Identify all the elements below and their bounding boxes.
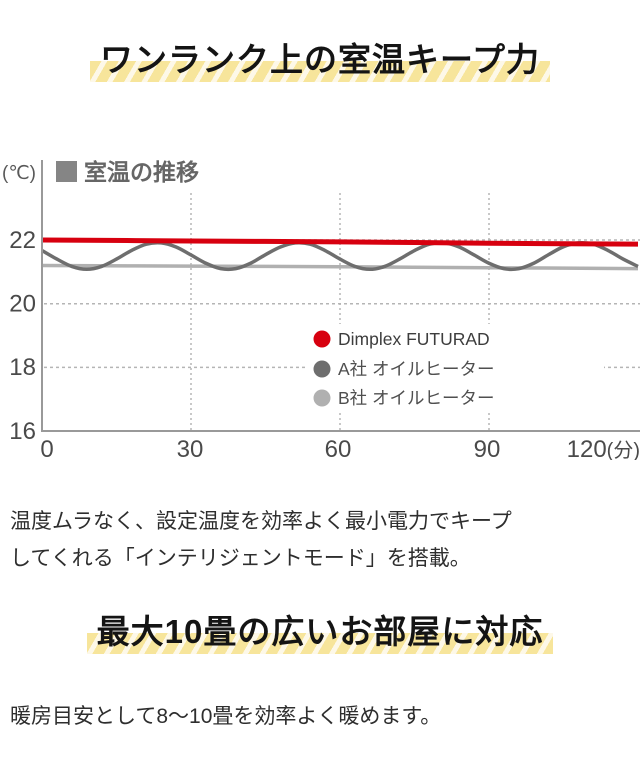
chart-title-text: 室温の推移 — [84, 159, 199, 185]
temperature-line-chart: (℃) 室温の推移 Dimplex FUTURAD A社 オイルヒーター B社 — [2, 159, 640, 460]
chart-legend: Dimplex FUTURAD A社 オイルヒーター B社 オイルヒーター — [306, 324, 604, 412]
series-lines — [41, 237, 639, 272]
axes — [41, 160, 640, 432]
paragraph1-line1: 温度ムラなく、設定温度を効率よく最小電力でキープ — [10, 510, 512, 533]
legend-label-company-a: A社 オイルヒーター — [338, 359, 495, 379]
x-tick-0: 0 — [40, 436, 53, 460]
title-square-bullet — [56, 161, 77, 182]
x-tick-90: 90 — [474, 436, 501, 460]
y-tick-22: 22 — [9, 227, 36, 254]
heading2-text: 最大10畳の広いお部屋に対応 — [86, 608, 554, 656]
paragraph-intelligent-mode: 温度ムラなく、設定温度を効率よく最小電力でキープ してくれる「インテリジェントモ… — [10, 503, 632, 577]
paragraph1-line2: してくれる「インテリジェントモード」を搭載。 — [10, 547, 471, 570]
legend-dot-company-a — [313, 360, 331, 378]
legend-dot-dimplex — [313, 330, 331, 348]
heading-room-temp-keep: ワンランク上の室温キープ力 — [0, 36, 640, 84]
x-tick-30: 30 — [177, 436, 204, 460]
series-line-0 — [41, 237, 639, 247]
y-tick-16: 16 — [9, 418, 36, 445]
paragraph2-text: 暖房目安として8〜10畳を効率よく暖めます。 — [10, 705, 442, 728]
axis-tick-labels: 22 20 18 16 0 30 60 90 120(分) — [9, 227, 640, 460]
legend-label-company-b: B社 オイルヒーター — [338, 388, 495, 408]
legend-dot-company-b — [313, 389, 331, 407]
x-tick-120-with-unit: 120(分) — [567, 436, 640, 460]
y-axis-unit-label: (℃) — [2, 163, 36, 184]
legend-background — [306, 324, 604, 412]
paragraph-heating-guide: 暖房目安として8〜10畳を効率よく暖めます。 — [10, 698, 632, 735]
series-line-2 — [41, 263, 639, 271]
heading1-text: ワンランク上の室温キープ力 — [89, 36, 551, 84]
y-tick-20: 20 — [9, 291, 36, 318]
y-tick-18: 18 — [9, 354, 36, 381]
series-line-1 — [41, 240, 639, 272]
x-tick-60: 60 — [325, 436, 352, 460]
heading-room-size: 最大10畳の広いお部屋に対応 — [0, 608, 640, 656]
legend-label-dimplex: Dimplex FUTURAD — [338, 329, 490, 349]
chart-title: 室温の推移 — [56, 159, 199, 185]
x-axis-unit-label: (分) — [607, 439, 640, 460]
